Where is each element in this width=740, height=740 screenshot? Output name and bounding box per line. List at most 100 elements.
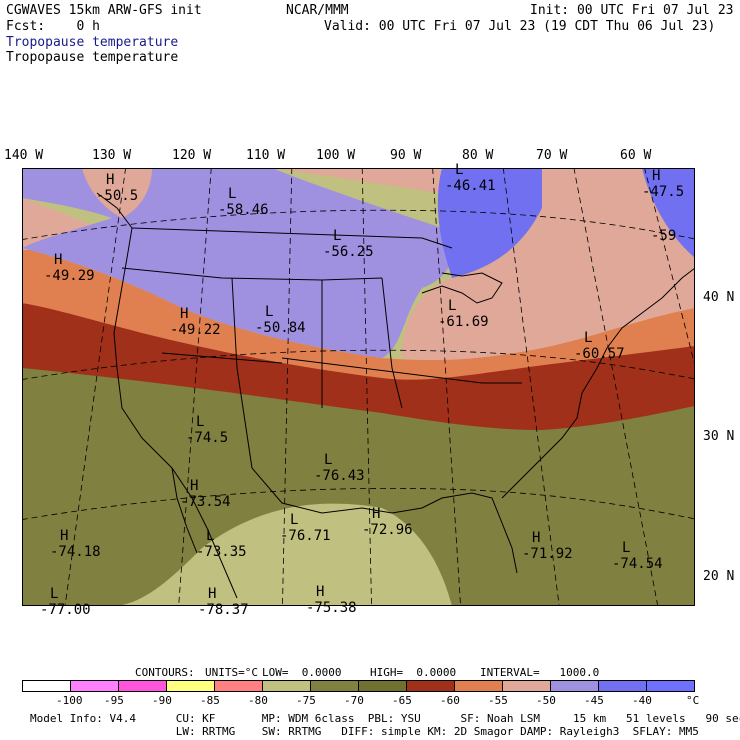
extremum-value: -61.69: [438, 314, 489, 330]
lon-label: 100 W: [316, 148, 356, 163]
map-extremum-label: H -47.5: [642, 168, 684, 200]
extremum-value: -77.00: [40, 602, 91, 618]
extremum-mark: L: [324, 452, 333, 468]
colorbar-swatch: [454, 680, 503, 692]
colorbar-label: -45: [584, 694, 604, 707]
map-extremum-label: L -61.69: [438, 298, 489, 330]
map-extremum-label: H -71.92: [522, 530, 573, 562]
map-extremum-label: H -49.29: [44, 252, 95, 284]
colorbar-swatch: [550, 680, 599, 692]
extremum-value: -76.71: [280, 528, 331, 544]
extremum-value: -74.5: [186, 430, 229, 446]
extremum-value: -78.37: [198, 602, 249, 618]
extremum-value: -58.46: [218, 202, 269, 218]
map-extremum-label: L -60.57: [574, 330, 625, 362]
extremum-value: -74.54: [612, 556, 663, 572]
extremum-mark: H: [316, 584, 325, 600]
band-minus55-minus60: [22, 248, 695, 380]
contours-interval: INTERVAL= 1000.0: [480, 666, 600, 679]
map-extremum-label: L -46.41: [445, 162, 496, 194]
colorbar-swatch: [310, 680, 359, 692]
colorbar-label: -65: [392, 694, 412, 707]
extremum-value: -59: [651, 228, 677, 244]
lat-label: 30 N: [703, 429, 735, 444]
extremum-mark: L: [584, 330, 593, 346]
colorbar-label: °C: [686, 694, 700, 707]
map-extremum-label: L -74.54: [612, 540, 663, 572]
extremum-value: -60.57: [574, 346, 625, 362]
lon-label: 90 W: [390, 148, 422, 163]
colorbar-label: -55: [488, 694, 508, 707]
map-extremum-label: H -49.22: [170, 306, 221, 338]
field-title-blue: Tropopause temperature: [6, 35, 179, 50]
map-extremum-label: L -50.84: [255, 304, 306, 336]
lat-label: 40 N: [703, 290, 735, 305]
colorbar-label: -90: [152, 694, 172, 707]
extremum-value: -49.22: [170, 322, 221, 338]
colorbar-swatch: [406, 680, 455, 692]
extremum-value: -46.41: [445, 178, 496, 194]
extremum-value: -73.54: [180, 494, 231, 510]
map-extremum-label: L -74.5: [186, 414, 228, 446]
contours-high: HIGH= 0.0000: [370, 666, 457, 679]
contours-units: UNITS=°C: [205, 666, 258, 679]
colorbar-label: -85: [200, 694, 220, 707]
band-minus40-minus45: [437, 168, 542, 278]
map-extremum-label: -59: [651, 228, 676, 244]
extremum-mark: L: [265, 304, 274, 320]
colorbar-label: -60: [440, 694, 460, 707]
lon-label: 120 W: [172, 148, 212, 163]
extremum-mark: H: [180, 306, 189, 322]
colorbar-label: -50: [536, 694, 556, 707]
init-time: Init: 00 UTC Fri 07 Jul 23: [530, 3, 734, 18]
colorbar-swatch: [646, 680, 695, 692]
extremum-mark: L: [196, 414, 205, 430]
extremum-value: -47.5: [642, 184, 685, 200]
map-extremum-label: H -75.38: [306, 584, 357, 616]
extremum-value: -56.25: [323, 244, 374, 260]
extremum-mark: L: [290, 512, 299, 528]
map-extremum-label: H -72.96: [362, 506, 413, 538]
colorbar-label: -75: [296, 694, 316, 707]
extremum-value: -75.38: [306, 600, 357, 616]
colorbar-swatch: [358, 680, 407, 692]
extremum-mark: L: [448, 298, 457, 314]
extremum-value: -74.18: [50, 544, 101, 560]
map-extremum-label: L -76.43: [314, 452, 365, 484]
forecast-hour: Fcst: 0 h: [6, 19, 100, 34]
extremum-mark: L: [622, 540, 631, 556]
colorbar-swatch: [22, 680, 71, 692]
lon-label: 60 W: [620, 148, 652, 163]
lon-label: 110 W: [246, 148, 286, 163]
map-extremum-label: L -76.71: [280, 512, 331, 544]
colorbar-swatch: [214, 680, 263, 692]
extremum-mark: L: [228, 186, 237, 202]
map-extremum-label: H -74.18: [50, 528, 101, 560]
model-info-2: LW: RRTMG SW: RRTMG DIFF: simple KM: 2D …: [30, 725, 699, 738]
extremum-mark: H: [190, 478, 199, 494]
band-minus45-minus50: [22, 168, 453, 358]
colorbar-swatch: [166, 680, 215, 692]
extremum-value: -49.29: [44, 268, 95, 284]
extremum-value: -72.96: [362, 522, 413, 538]
map-extremum-label: L -56.25: [323, 228, 374, 260]
extremum-value: -76.43: [314, 468, 365, 484]
extremum-mark: H: [60, 528, 69, 544]
map-extremum-label: H -78.37: [198, 586, 249, 618]
org-label: NCAR/MMM: [286, 3, 349, 18]
contours-low: LOW= 0.0000: [262, 666, 342, 679]
extremum-mark: H: [532, 530, 541, 546]
extremum-mark: L: [206, 528, 215, 544]
colorbar-label: -70: [344, 694, 364, 707]
colorbar-swatch: [118, 680, 167, 692]
band-minus50-minus55: [272, 168, 695, 360]
extremum-value: -50.5: [96, 188, 139, 204]
colorbar-label: -95: [104, 694, 124, 707]
colorbar-swatch: [70, 680, 119, 692]
lon-label: 80 W: [462, 148, 494, 163]
extremum-value: -50.84: [255, 320, 306, 336]
extremum-mark: H: [652, 168, 661, 184]
colorbar-swatch: [502, 680, 551, 692]
extremum-mark: H: [208, 586, 217, 602]
colorbar-label: -100: [56, 694, 83, 707]
